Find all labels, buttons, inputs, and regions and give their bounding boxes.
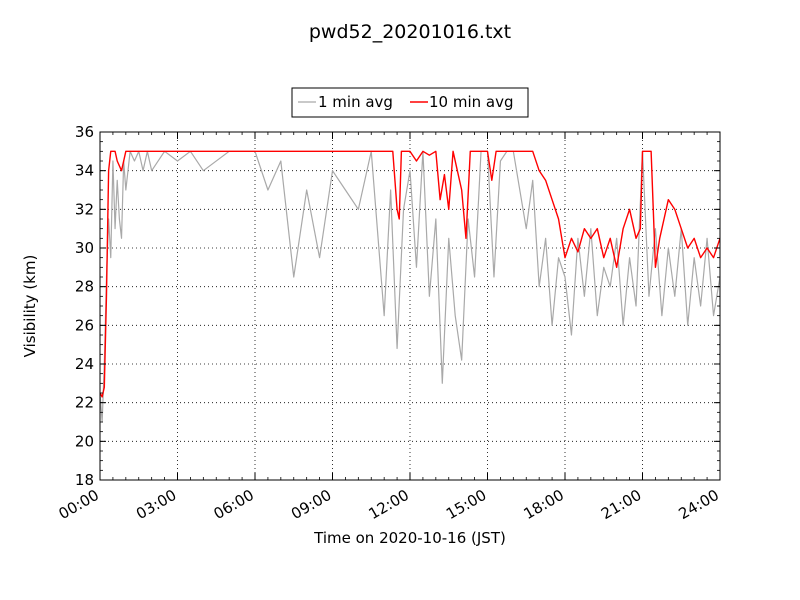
- y-tick-label: 24: [75, 355, 94, 373]
- y-tick-label: 34: [75, 162, 94, 180]
- y-tick-label: 36: [75, 123, 94, 141]
- legend-label-10min-avg: 10 min avg: [429, 93, 514, 111]
- y-tick-label: 20: [75, 432, 94, 450]
- y-tick-label: 30: [75, 239, 94, 257]
- y-tick-label: 22: [75, 394, 94, 412]
- chart-title: pwd52_20201016.txt: [309, 21, 511, 43]
- y-tick-label: 32: [75, 200, 94, 218]
- y-tick-label: 28: [75, 278, 94, 296]
- legend-label-1min-avg: 1 min avg: [318, 93, 393, 111]
- axis-ticks: [99, 131, 721, 481]
- series-line-1min-avg: [100, 150, 720, 423]
- grid: [100, 132, 720, 480]
- y-tick-label: 26: [75, 316, 94, 334]
- x-axis-label: Time on 2020-10-16 (JST): [313, 529, 506, 547]
- y-axis-label: Visibility (km): [21, 255, 39, 358]
- series-line-10min-avg: [100, 150, 720, 398]
- y-tick-label: 18: [75, 471, 94, 489]
- legend: 1 min avg 10 min avg: [291, 87, 529, 118]
